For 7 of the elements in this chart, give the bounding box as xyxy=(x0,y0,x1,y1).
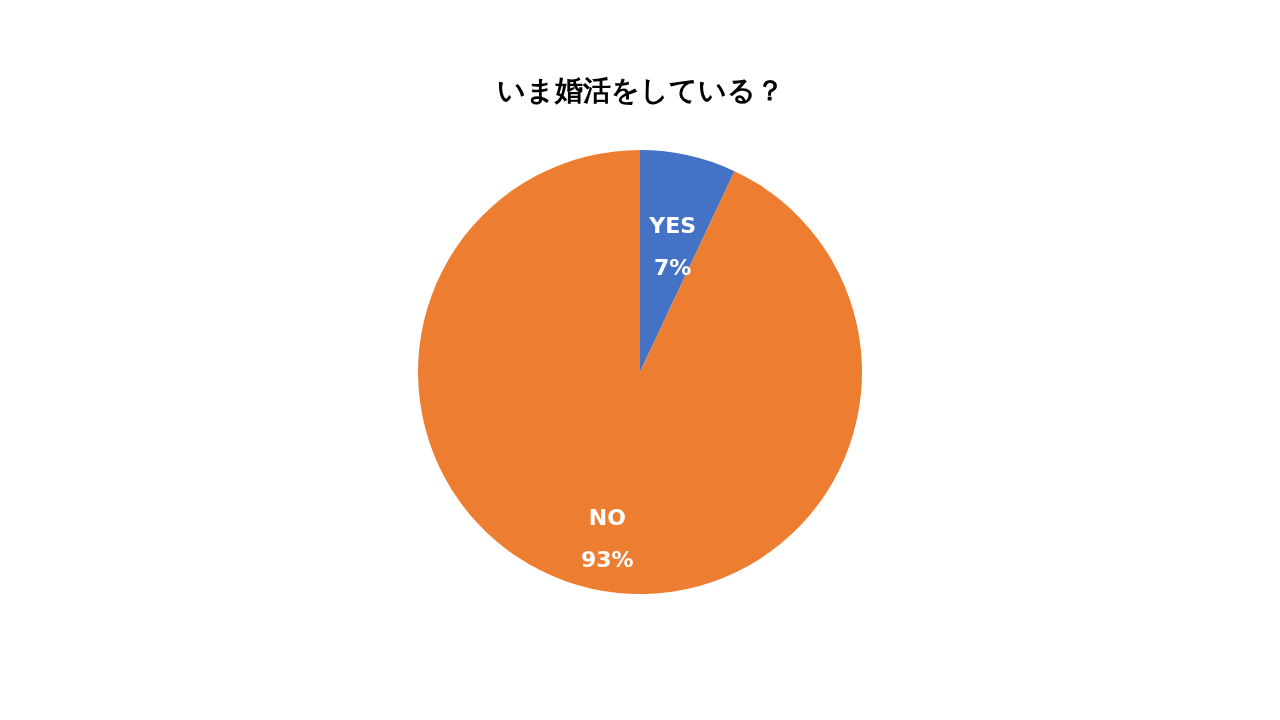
pie-slice xyxy=(640,150,735,372)
data-label: 93% xyxy=(580,547,634,573)
slice-label: YES xyxy=(648,212,697,238)
data-label: 7% xyxy=(654,254,692,280)
slice-label: NO xyxy=(588,505,626,531)
chart-title: いま婚活をしている？ xyxy=(496,74,784,107)
pie-slice xyxy=(418,150,862,594)
